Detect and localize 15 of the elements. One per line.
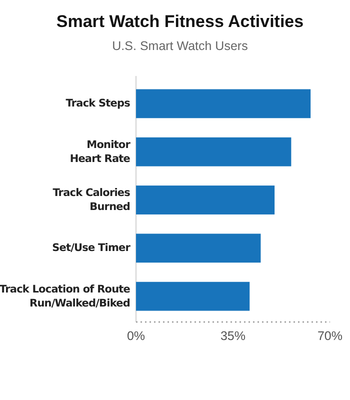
y-tick-label: Monitor Heart Rate xyxy=(70,138,132,165)
y-tick-label: Set/Use Timer xyxy=(52,242,132,254)
bar xyxy=(136,234,261,263)
y-tick-label: Track Location of Route Run/Walked/Biked xyxy=(0,283,130,310)
chart-title: Smart Watch Fitness Activities xyxy=(56,12,304,31)
y-tick-label: Track Steps xyxy=(66,98,130,110)
bar xyxy=(136,282,250,311)
chart-subtitle: U.S. Smart Watch Users xyxy=(112,39,248,53)
x-tick-label: 70% xyxy=(317,329,343,343)
bar xyxy=(136,137,292,166)
x-tick-label: 0% xyxy=(126,329,146,343)
bar xyxy=(136,186,275,214)
bar xyxy=(136,89,311,118)
y-tick-label: Track Calories Burned xyxy=(52,186,130,213)
x-tick-label: 35% xyxy=(220,329,246,343)
